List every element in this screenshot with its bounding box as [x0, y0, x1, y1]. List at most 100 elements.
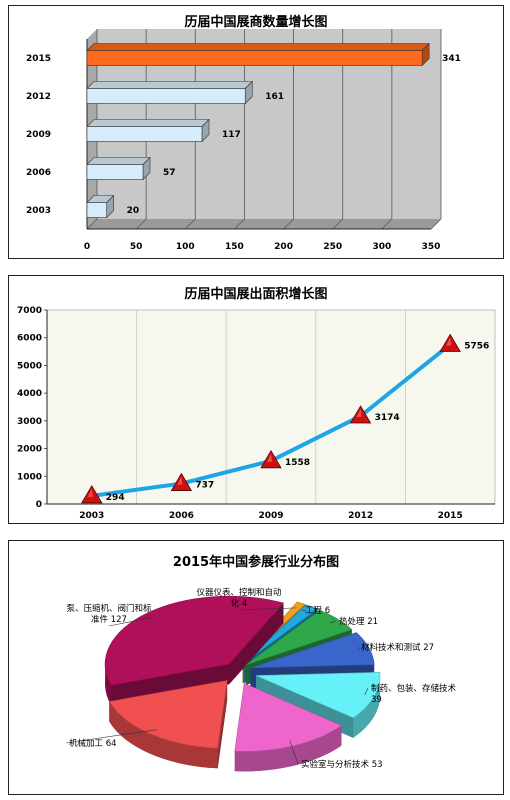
pie-slice	[255, 671, 381, 719]
bar-top	[86, 81, 253, 89]
slice-label: 化 4	[231, 598, 248, 609]
data-label: 1558	[285, 458, 310, 468]
slice-label: 机械加工 64	[69, 738, 117, 749]
grid-line-floor	[135, 218, 147, 230]
bar	[86, 164, 144, 180]
slice-label: 实验室与分析技术 53	[301, 759, 383, 770]
x-tick-label: 2015	[438, 511, 463, 521]
grid-line-floor	[381, 218, 393, 230]
data-point-highlight	[87, 488, 93, 497]
y-tick-label: 1000	[17, 472, 42, 482]
x-tick-label: 200	[274, 242, 293, 252]
plot-area	[46, 309, 496, 505]
grid-line-floor	[234, 218, 245, 230]
data-label: 737	[195, 481, 214, 491]
slice-label: 制药、包装、存储技术	[371, 683, 457, 694]
chart-title: 历届中国展出面积增长图	[184, 286, 327, 302]
data-label: 117	[222, 130, 241, 140]
y-tick-label: 6000	[17, 334, 42, 344]
pie-slice	[108, 680, 228, 749]
x-tick-label: 250	[323, 242, 342, 252]
pie-slice	[245, 609, 353, 666]
grid-line-floor	[185, 218, 196, 230]
y-tick-label: 3000	[17, 417, 42, 427]
plot-back-wall	[97, 29, 441, 219]
data-point-highlight	[177, 476, 183, 485]
x-tick-label: 150	[225, 242, 244, 252]
y-tick-label: 2006	[26, 168, 51, 178]
y-tick-label: 2009	[26, 130, 51, 140]
y-tick-label: 2012	[26, 92, 51, 102]
grid-line-floor	[86, 218, 98, 230]
grid-line-floor	[430, 218, 442, 230]
y-tick-label: 2003	[26, 206, 51, 216]
slice-label: 工程 6	[305, 606, 330, 616]
slice-label: 准件 127	[91, 614, 127, 625]
x-tick-label: 350	[422, 242, 441, 252]
slice-label: 仪器仪表、控制和自动	[196, 587, 282, 598]
plot-floor	[87, 219, 441, 229]
bar	[86, 126, 203, 142]
x-tick-label: 2009	[258, 511, 283, 521]
pie-slice-side	[105, 664, 112, 706]
slice-label: 39	[371, 695, 382, 705]
y-tick-label: 2015	[26, 54, 51, 64]
bar-top	[86, 157, 151, 165]
pie-slice	[243, 604, 319, 664]
leader-line	[65, 729, 157, 744]
data-label: 341	[442, 54, 461, 64]
leader-line	[289, 740, 299, 765]
y-tick-label: 4000	[17, 389, 42, 399]
exhibitor-count-bar-chart: 历届中国展商数量增长图 0 50 100 150 200 250 300 350 20 2003 57…	[26, 14, 461, 252]
slice-label: 泵、压缩机、阀门和标	[66, 603, 152, 614]
bar	[86, 50, 423, 66]
leader-line	[238, 607, 297, 611]
bar	[86, 202, 107, 218]
data-label: 20	[127, 206, 140, 216]
exhibition-area-chart-panel: 历届中国展出面积增长图 0 1000 2000 3000 4000 5000 6000 7000…	[8, 275, 504, 524]
y-tick-label: 2000	[17, 445, 42, 455]
pie-slice	[234, 682, 342, 752]
pie-slice	[250, 632, 375, 669]
pie-slice	[104, 595, 285, 686]
data-point-highlight	[446, 337, 452, 346]
leader-line	[108, 616, 155, 627]
slice-label: 热处理 21	[339, 616, 378, 627]
data-label: 161	[265, 92, 284, 102]
data-label: 57	[163, 168, 176, 178]
x-tick-label: 2003	[79, 511, 104, 521]
slice-label: 材料技术和测试 27	[361, 642, 434, 653]
bar	[86, 88, 246, 104]
pie-slice-side	[234, 725, 342, 772]
pie-slice-side	[109, 701, 218, 769]
x-tick-label: 0	[84, 242, 90, 252]
y-tick-label: 5000	[17, 361, 42, 371]
bar-top	[86, 119, 210, 127]
x-tick-label: 2006	[169, 511, 194, 521]
data-point-highlight	[356, 409, 362, 418]
x-tick-label: 300	[372, 242, 391, 252]
data-point-highlight	[267, 453, 272, 462]
exhibition-area-line-chart: 历届中国展出面积增长图 0 1000 2000 3000 4000 5000 6000 7000…	[17, 286, 496, 521]
chart-title: 2015年中国参展行业分布图	[173, 554, 339, 570]
y-tick-label: 7000	[17, 306, 42, 316]
pie-slice-wall	[229, 603, 284, 685]
pie-slice-wall	[111, 664, 230, 706]
industry-distribution-chart-panel: 2015年中国参展行业分布图仪器仪表、控制和自动化 4 工程 6 热处理 21 材料技…	[8, 540, 504, 795]
leader-line	[301, 609, 307, 612]
grid-line-floor	[283, 218, 294, 230]
chart-title: 历届中国展商数量增长图	[184, 14, 327, 30]
pie-slice-wall	[217, 680, 228, 769]
data-label: 294	[106, 493, 125, 503]
leader-line	[357, 646, 360, 650]
grid-line-floor	[332, 218, 343, 230]
data-label: 5756	[464, 341, 489, 351]
exhibitor-count-chart-panel: 历届中国展商数量增长图 0 50 100 150 200 250 300 350 20 2003 57…	[8, 5, 504, 259]
x-tick-label: 50	[130, 242, 143, 252]
leader-line	[364, 687, 369, 695]
bar-top	[86, 43, 430, 51]
data-label: 3174	[375, 413, 400, 423]
x-tick-label: 2012	[348, 511, 373, 521]
y-tick-label: 0	[36, 500, 42, 510]
